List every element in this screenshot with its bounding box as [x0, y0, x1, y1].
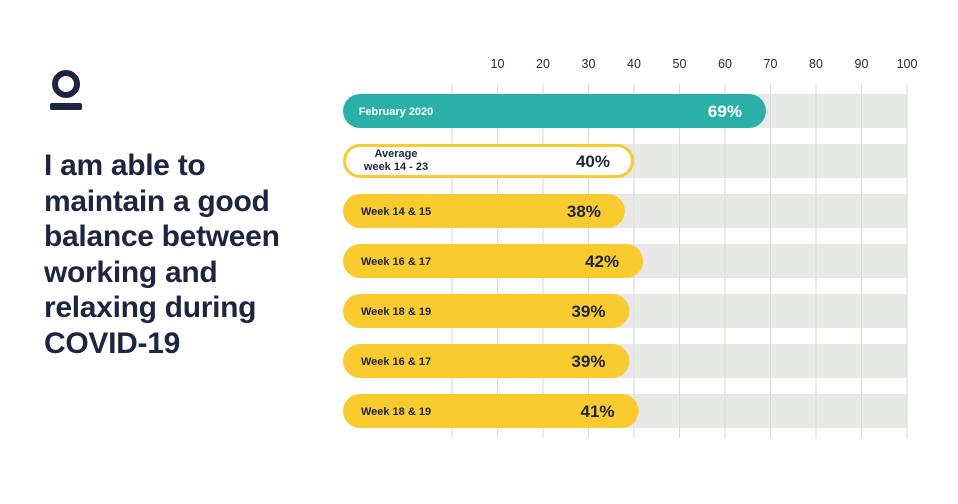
bar-group: Week 14 & 15 38% [343, 194, 625, 228]
x-tick-label: 100 [897, 57, 918, 71]
bar-value-label: 39% [571, 302, 605, 321]
bar-category-label: Week 18 & 19 [361, 306, 431, 318]
bar-group: February 2020 69% [343, 94, 766, 128]
x-tick-label: 30 [582, 57, 596, 71]
bar-value-label: 42% [585, 252, 619, 271]
bar-group: Week 18 & 19 39% [343, 294, 630, 328]
bar [343, 244, 644, 278]
bar [343, 294, 630, 328]
bar [343, 94, 766, 128]
bar [343, 144, 634, 178]
bar-category-label: Week 16 & 17 [361, 256, 431, 268]
bar-value-label: 40% [576, 152, 610, 171]
bar-category-label: Average [374, 148, 417, 160]
bar-category-label: Week 16 & 17 [361, 356, 431, 368]
bar-category-label: Week 18 & 19 [361, 406, 431, 418]
x-tick-label: 60 [718, 57, 732, 71]
bar-group: Week 16 & 17 39% [343, 344, 630, 378]
x-axis-ticks: 10 20 30 40 50 60 70 80 90 100 [491, 57, 918, 71]
bar-value-label: 39% [571, 352, 605, 371]
chart-title: I am able to maintain a good balance bet… [44, 149, 280, 360]
x-tick-label: 80 [809, 57, 823, 71]
bar-category-label: week 14 - 23 [363, 161, 428, 173]
bar [343, 394, 639, 428]
x-tick-label: 70 [764, 57, 778, 71]
bar-value-label: 69% [708, 102, 742, 121]
x-tick-label: 10 [491, 57, 505, 71]
bar-category-label: Week 14 & 15 [361, 206, 431, 218]
bar-group: Week 18 & 19 41% [343, 394, 639, 428]
x-tick-label: 40 [627, 57, 641, 71]
bar-category-label: February 2020 [359, 106, 434, 118]
bar [343, 194, 625, 228]
bar [343, 344, 630, 378]
bar-value-label: 38% [567, 202, 601, 221]
x-tick-label: 90 [855, 57, 869, 71]
x-tick-label: 20 [536, 57, 550, 71]
x-tick-label: 50 [673, 57, 687, 71]
bar-value-label: 41% [581, 402, 615, 421]
person-logo-icon [50, 70, 82, 110]
bar-group: Week 16 & 17 42% [343, 244, 644, 278]
